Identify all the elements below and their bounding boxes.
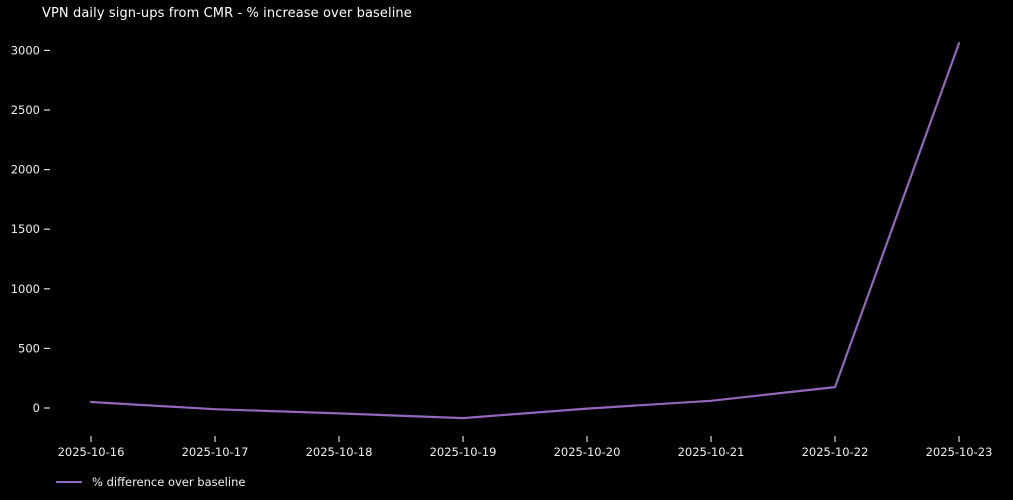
y-axis-tick-label: 2500 (11, 103, 40, 117)
data-line--difference-over-baseline (89, 42, 961, 420)
legend-line-swatch (56, 481, 82, 483)
y-axis-tick-label: 2000 (11, 163, 40, 177)
x-axis-tick-label: 2025-10-16 (58, 445, 125, 459)
x-axis-tick-label: 2025-10-23 (926, 445, 993, 459)
x-axis-tick-label: 2025-10-17 (182, 445, 249, 459)
y-axis-tick-label: 3000 (11, 43, 40, 57)
legend: % difference over baseline (55, 475, 245, 489)
x-axis-tick-label: 2025-10-20 (554, 445, 621, 459)
y-axis-tick-label: 0 (33, 401, 40, 415)
chart-title: VPN daily sign-ups from CMR - % increase… (42, 6, 412, 21)
x-axis-tick-label: 2025-10-22 (802, 445, 869, 459)
x-axis-tick-label: 2025-10-18 (306, 445, 373, 459)
y-axis-tick-label: 500 (18, 341, 40, 355)
x-axis-tick-label: 2025-10-21 (678, 445, 745, 459)
x-axis-tick-label: 2025-10-19 (430, 445, 497, 459)
y-axis-tick-label: 1500 (11, 222, 40, 236)
y-axis-tick-label: 1000 (11, 282, 40, 296)
legend-label: % difference over baseline (92, 475, 246, 489)
